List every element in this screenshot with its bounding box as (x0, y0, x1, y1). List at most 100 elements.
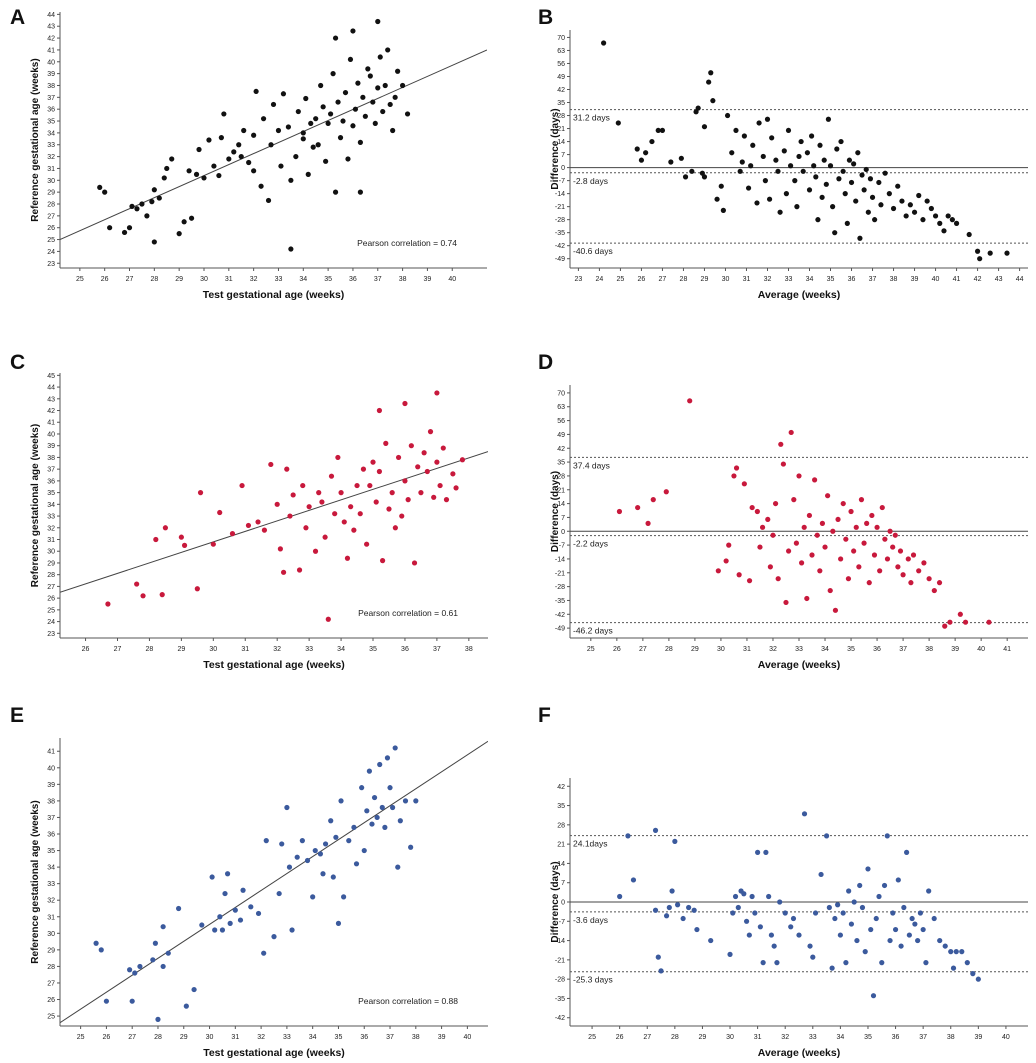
data-point (909, 915, 915, 922)
x-tick-label: 30 (206, 1034, 214, 1041)
data-point (132, 970, 138, 976)
data-point (931, 587, 937, 594)
data-point (268, 461, 274, 468)
data-point (804, 150, 811, 156)
data-point (137, 963, 143, 970)
data-point (942, 943, 948, 949)
data-point (838, 138, 844, 145)
data-point (431, 494, 437, 500)
x-tick-label: 40 (932, 276, 940, 283)
x-tick-label: 27 (126, 276, 134, 283)
data-point (741, 481, 747, 487)
data-point (330, 874, 336, 880)
data-point (766, 893, 772, 900)
data-point (152, 940, 158, 946)
x-tick-label: 26 (103, 1034, 111, 1041)
data-point (782, 910, 788, 916)
data-point (842, 191, 848, 197)
y-tick-label: 34 (47, 502, 55, 509)
data-point (901, 904, 907, 911)
data-point (277, 546, 283, 552)
data-point (801, 524, 807, 530)
data-point (871, 552, 878, 558)
data-point (341, 519, 347, 525)
data-point (937, 937, 943, 944)
data-point (162, 525, 169, 531)
data-point (224, 871, 231, 877)
data-point (341, 894, 347, 900)
data-point (413, 798, 419, 804)
data-point (756, 120, 762, 126)
data-point (861, 187, 867, 193)
data-point (268, 142, 274, 148)
x-tick-label: 34 (337, 646, 345, 653)
x-tick-label: 30 (717, 646, 725, 653)
data-point (724, 112, 731, 119)
chart-svg: 42 35 28 21 14 7 0 -7 -14 -21 -28 -35 -42 25 26 27 28 29 3… (550, 778, 1028, 1059)
data-point (178, 534, 184, 540)
y-tick-label: -42 (555, 1015, 565, 1022)
y-tick-label: 42 (557, 784, 565, 791)
data-point (694, 926, 700, 933)
x-tick-label: 38 (947, 1034, 955, 1041)
data-point (655, 127, 661, 134)
data-point (750, 142, 756, 148)
x-tick-label: 39 (424, 276, 432, 283)
y-tick-label: 24 (47, 619, 55, 626)
data-point (745, 185, 752, 191)
x-tick-label: 33 (275, 276, 283, 283)
y-tick-label: 14 (557, 501, 565, 508)
y-tick-label: 42 (557, 87, 565, 94)
y-tick-label: 7 (561, 152, 565, 159)
data-point (720, 207, 726, 213)
data-point (372, 120, 378, 127)
data-point (323, 158, 329, 164)
x-tick-label: 26 (616, 1034, 624, 1041)
y-tick-label: -28 (555, 217, 565, 224)
y-tick-label: 37 (47, 815, 55, 822)
data-point (238, 153, 244, 160)
y-tick-label: -42 (555, 243, 565, 250)
data-point (293, 153, 299, 160)
data-point (796, 153, 802, 160)
y-tick-label: 27 (47, 584, 55, 591)
data-point (285, 124, 291, 130)
data-point (764, 116, 771, 122)
x-tick-label: 36 (401, 646, 409, 653)
x-tick-label: 29 (701, 276, 709, 283)
data-point (310, 144, 316, 150)
data-point (987, 250, 993, 256)
data-point (682, 174, 689, 180)
y-tick-label: 36 (47, 832, 55, 839)
limit-label: 24.1days (573, 839, 608, 849)
data-point (686, 904, 692, 911)
y-tick-label: 34 (47, 130, 55, 137)
y-tick-label: -14 (555, 191, 565, 198)
x-tick-label: 31 (743, 646, 751, 653)
data-point (907, 202, 913, 208)
x-tick-label: 26 (101, 276, 109, 283)
data-point (408, 443, 414, 449)
data-point (807, 943, 813, 949)
y-tick-label: 28 (557, 822, 565, 829)
x-tick-label: 37 (869, 276, 877, 283)
data-point (379, 804, 385, 811)
data-point (868, 926, 874, 933)
y-tick-label: 31 (47, 537, 55, 544)
data-point (962, 619, 969, 625)
y-tick-label: 30 (47, 549, 55, 556)
data-point (649, 138, 655, 145)
x-tick-label: 35 (335, 1034, 343, 1041)
x-tick-label: 32 (257, 1034, 265, 1041)
data-point (921, 560, 927, 566)
chart-svg: 25 26 27 28 29 30 31 32 33 34 35 36 37 38 39 40 41 25 26 27… (30, 738, 488, 1059)
y-tick-label: 35 (557, 100, 565, 107)
data-point (382, 824, 388, 830)
data-point (300, 130, 306, 136)
data-point (261, 527, 268, 533)
data-point (840, 500, 846, 507)
panel-a: A 23 24 25 26 27 28 29 30 31 32 33 34 35 36 37 38 39 40 41 4… (0, 0, 500, 305)
data-point (638, 157, 645, 163)
data-point (736, 572, 742, 578)
regression-line (60, 451, 488, 593)
